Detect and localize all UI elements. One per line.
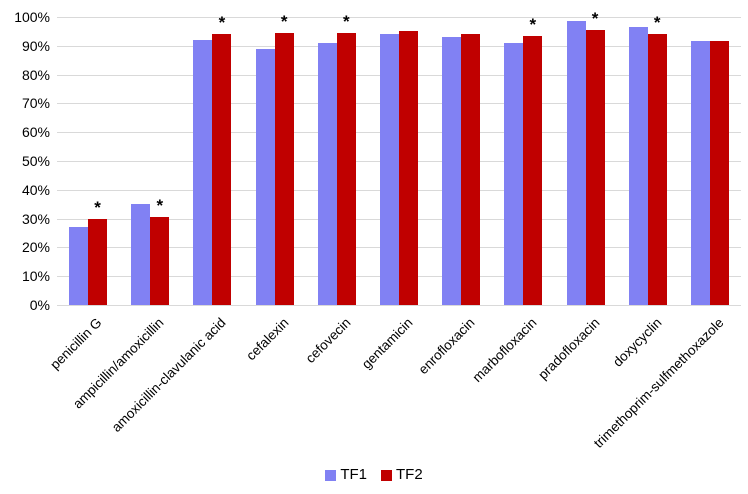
significance-asterisk: * — [591, 8, 599, 28]
bar-tf1-9 — [566, 21, 586, 305]
y-tick-label: 80% — [21, 66, 50, 83]
y-tick-label: 70% — [21, 95, 50, 112]
y-tick-label: 20% — [21, 239, 50, 256]
y-tick-label: 30% — [21, 210, 50, 227]
bar-tf1-4 — [255, 48, 275, 305]
gridline — [57, 17, 741, 18]
bar-tf1-10 — [628, 27, 648, 305]
plot-area: * * * * * * * * — [57, 10, 741, 306]
bar-tf1-6 — [380, 34, 399, 305]
y-tick-label: 0% — [29, 297, 50, 313]
bar-tf2-4 — [274, 32, 294, 305]
legend-swatch-tf1-icon — [325, 469, 337, 481]
bar-tf2-1 — [88, 218, 108, 305]
bar-tf2-2 — [150, 217, 170, 305]
bar-tf2-9 — [585, 29, 605, 305]
bar-tf1-5 — [317, 42, 337, 305]
significance-asterisk: * — [529, 14, 537, 34]
bar-tf1-8 — [504, 42, 524, 305]
bar-tf2-7 — [461, 34, 481, 305]
significance-asterisk: * — [218, 13, 226, 33]
bar-tf2-6 — [399, 31, 418, 305]
legend-label-tf2: TF2 — [396, 466, 423, 483]
significance-asterisk: * — [94, 197, 101, 217]
bar-tf2-11 — [709, 40, 729, 305]
bar-tf2-10 — [647, 34, 667, 305]
significance-asterisk: * — [280, 11, 288, 31]
y-tick-label: 50% — [21, 153, 50, 169]
significance-asterisk: * — [156, 196, 164, 216]
bar-tf1-7 — [442, 37, 462, 305]
bar-tf1-1 — [69, 227, 89, 305]
chart-legend: TF1 TF2 — [0, 465, 748, 485]
bar-tf2-8 — [523, 35, 543, 305]
significance-asterisk: * — [343, 11, 350, 31]
legend-swatch-tf2-icon — [381, 469, 392, 481]
bar-tf1-3 — [193, 40, 213, 305]
legend-item-tf2: TF2 — [381, 466, 423, 484]
bar-tf1-2 — [131, 204, 151, 305]
y-tick-label: 90% — [21, 37, 50, 54]
significance-asterisk: * — [653, 13, 661, 33]
x-axis-line — [57, 305, 741, 306]
bar-tf1-11 — [690, 41, 710, 305]
legend-item-tf1: TF1 — [325, 466, 367, 484]
bar-tf2-3 — [212, 34, 232, 305]
legend-label-tf1: TF1 — [340, 466, 367, 483]
bar-tf2-5 — [336, 32, 356, 305]
y-tick-label: 60% — [21, 124, 50, 141]
y-tick-label: 100% — [14, 9, 50, 25]
y-tick-label: 40% — [21, 181, 50, 198]
y-tick-label: 10% — [21, 268, 50, 285]
